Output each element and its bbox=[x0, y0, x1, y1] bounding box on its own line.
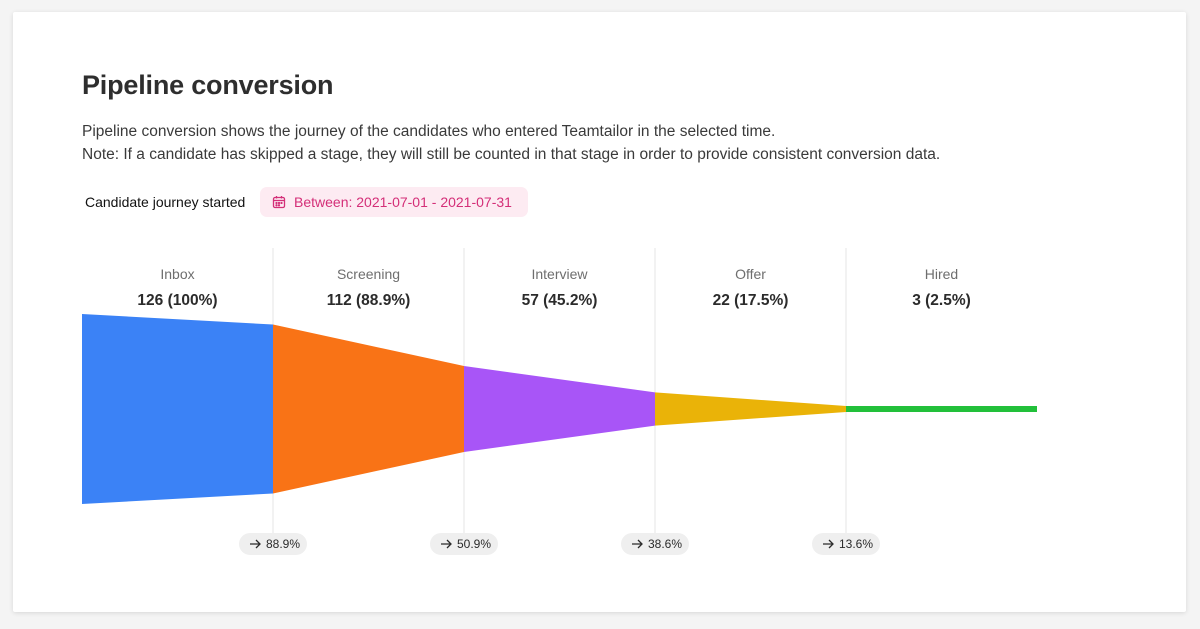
date-range-value: Between: 2021-07-01 - 2021-07-31 bbox=[294, 194, 512, 210]
conversion-rate-label: 50.9% bbox=[457, 537, 491, 551]
stage-name-label: Screening bbox=[337, 266, 400, 282]
conversion-badge-bg bbox=[812, 533, 880, 555]
description: Pipeline conversion shows the journey of… bbox=[82, 120, 940, 166]
filter-label: Candidate journey started bbox=[85, 194, 246, 210]
conversion-badge: 13.6% bbox=[812, 533, 880, 555]
pipeline-conversion-card: Pipeline conversion Pipeline conversion … bbox=[13, 12, 1186, 612]
stage-value-label: 3 (2.5%) bbox=[912, 292, 971, 309]
arrow-right-icon bbox=[441, 539, 452, 549]
conversion-rate-label: 13.6% bbox=[839, 537, 873, 551]
funnel-segment-screening bbox=[273, 324, 464, 494]
conversion-badge: 88.9% bbox=[239, 533, 307, 555]
arrow-right-icon bbox=[632, 539, 643, 549]
funnel-chart: Inbox 126 (100%) Screening 112 (88.9%) Inter… bbox=[82, 248, 1037, 555]
stage-value-label: 57 (45.2%) bbox=[522, 292, 598, 309]
conversion-badge-bg bbox=[621, 533, 689, 555]
stage-value-label: 22 (17.5%) bbox=[713, 292, 789, 309]
stage-name-label: Inbox bbox=[160, 266, 194, 282]
date-range-filter-button[interactable]: Between: 2021-07-01 - 2021-07-31 bbox=[260, 187, 528, 217]
stage-value-label: 126 (100%) bbox=[137, 292, 217, 309]
description-note: Note: If a candidate has skipped a stage… bbox=[82, 146, 941, 163]
conversion-badge-bg bbox=[430, 533, 498, 555]
conversion-badge: 38.6% bbox=[621, 533, 689, 555]
stage-value-label: 112 (88.9%) bbox=[327, 292, 411, 309]
conversion-rate-label: 38.6% bbox=[648, 537, 682, 551]
calendar-icon bbox=[272, 195, 286, 209]
description-line: Pipeline conversion shows the journey of… bbox=[82, 123, 776, 140]
funnel-segment-offer bbox=[655, 392, 846, 426]
funnel-segment-inbox bbox=[82, 314, 273, 504]
conversion-badge: 50.9% bbox=[430, 533, 498, 555]
funnel-segment-hired bbox=[846, 406, 1037, 412]
arrow-right-icon bbox=[250, 539, 261, 549]
stage-name-label: Interview bbox=[531, 266, 588, 282]
arrow-right-icon bbox=[823, 539, 834, 549]
page-title: Pipeline conversion bbox=[82, 70, 334, 100]
conversion-badge-bg bbox=[239, 533, 307, 555]
conversion-rate-label: 88.9% bbox=[266, 537, 300, 551]
stage-name-label: Offer bbox=[735, 266, 766, 282]
stage-name-label: Hired bbox=[925, 266, 958, 282]
funnel-segment-interview bbox=[464, 366, 655, 452]
